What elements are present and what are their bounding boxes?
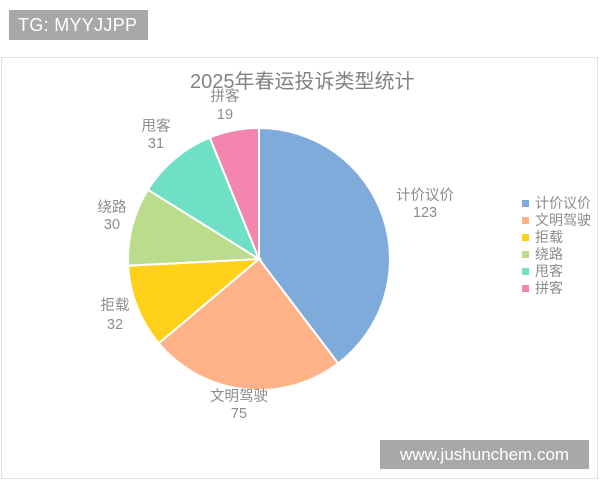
svg-text:75: 75 (231, 406, 247, 422)
svg-text:文明驾驶: 文明驾驶 (210, 388, 268, 405)
svg-text:拼客: 拼客 (211, 88, 240, 105)
svg-text:19: 19 (217, 107, 233, 123)
svg-text:绕路: 绕路 (98, 199, 127, 216)
svg-text:123: 123 (413, 205, 437, 221)
svg-text:拒载: 拒载 (101, 297, 130, 314)
svg-text:30: 30 (104, 217, 120, 233)
svg-text:甩客: 甩客 (142, 118, 171, 135)
svg-text:32: 32 (107, 317, 123, 333)
svg-text:计价议价: 计价议价 (396, 187, 454, 204)
svg-text:31: 31 (148, 136, 164, 152)
